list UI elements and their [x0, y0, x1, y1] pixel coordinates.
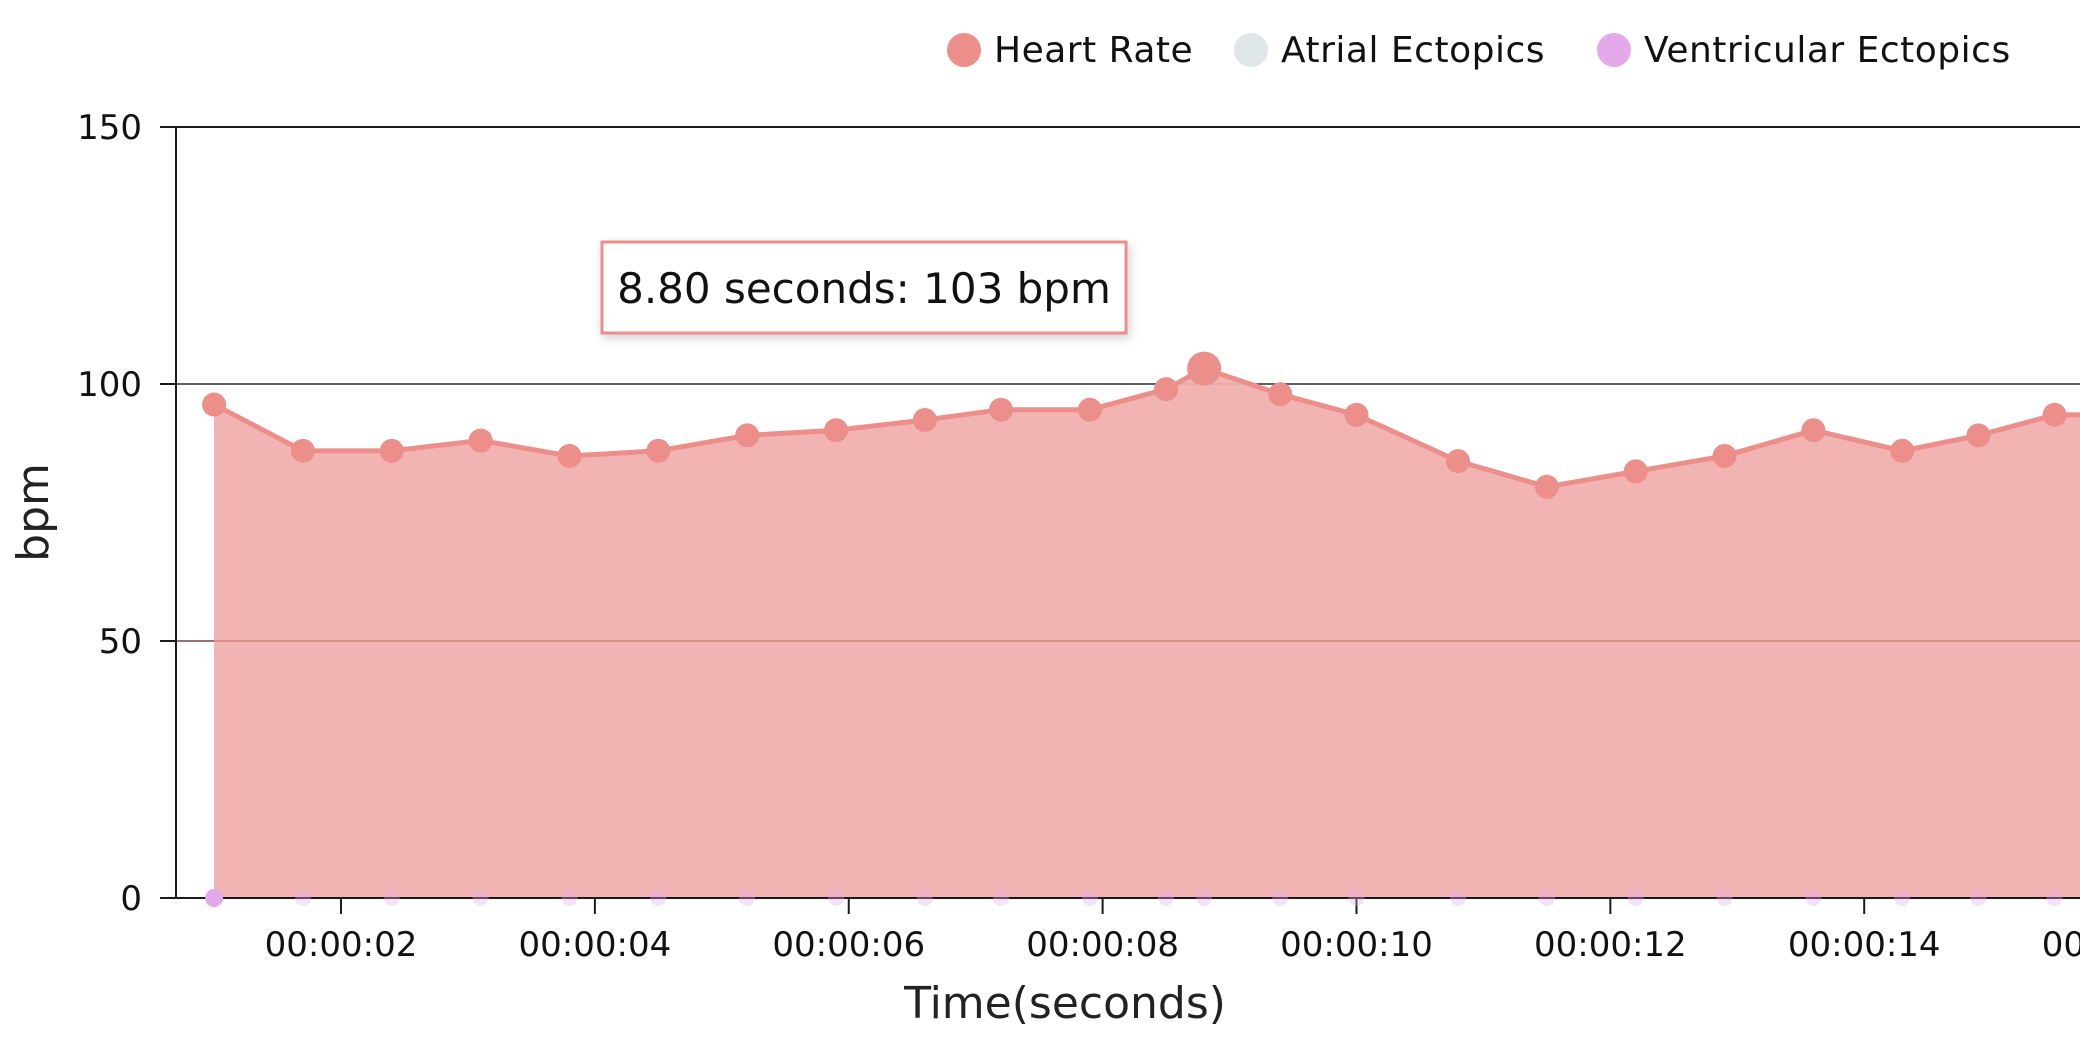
- heart-rate-point: [646, 438, 671, 463]
- x-tick-label: 00:00:14: [1788, 925, 1941, 965]
- heart-rate-point: [557, 443, 582, 468]
- heart-rate-point: [1446, 449, 1471, 474]
- ventricular-ectopics-point: [1805, 890, 1822, 906]
- heart-rate-point: [912, 407, 937, 432]
- ventricular-ectopics-point: [1716, 890, 1733, 906]
- ventricular-ectopics-point: [1081, 890, 1098, 906]
- heart-rate-point: [379, 438, 404, 463]
- y-tick-label: 100: [77, 365, 142, 405]
- legend-marker-heart-rate: [947, 33, 981, 67]
- axes-layer: [160, 126, 2080, 914]
- x-tick-label: 00:00:08: [1026, 925, 1179, 965]
- heart-rate-point: [1268, 382, 1293, 407]
- ventricular-ectopics-point: [1894, 890, 1911, 906]
- x-tick-label: 00:00:10: [1280, 925, 1433, 965]
- heart-rate-point: [2042, 402, 2067, 427]
- legend: Heart Rate Atrial Ectopics Ventricular Ect…: [947, 30, 2011, 71]
- ventricular-ectopics-point: [1196, 890, 1213, 906]
- heart-rate-point: [1534, 474, 1559, 499]
- area-layer: [176, 366, 2080, 898]
- heart-rate-point: [1344, 402, 1369, 427]
- y-tick-label: 0: [120, 879, 142, 919]
- heart-rate-point: [1077, 397, 1102, 422]
- ventricular-ectopics-point: [1450, 890, 1467, 906]
- ventricular-ectopics-point: [916, 890, 933, 906]
- heart-rate-point-active: [1187, 351, 1222, 386]
- ventricular-ectopics-point: [1627, 890, 1644, 906]
- ventricular-ectopics-point: [650, 890, 667, 906]
- labels-layer: 0 50 100 150 00:00:02 00:00:04 00:00:06 00:00:0…: [8, 108, 2080, 1029]
- y-tick-label: 50: [99, 622, 142, 662]
- tooltip-layer: 8.80 seconds: 103 bpm: [600, 240, 1128, 335]
- tooltip-text: 8.80 seconds: 103 bpm: [617, 264, 1111, 313]
- ventricular-ectopics-point: [561, 890, 578, 906]
- tooltip-box: [600, 240, 1128, 335]
- ventricular-ectopics-point: [1970, 890, 1987, 906]
- heart-rate-point: [202, 392, 227, 417]
- ventricular-ectopics-point: [294, 890, 311, 906]
- points-layer: [202, 351, 2067, 907]
- x-axis-title: Time(seconds): [903, 978, 1226, 1029]
- ventricular-ectopics-point: [993, 890, 1010, 906]
- legend-marker-ventricular-ectopics: [1597, 33, 1631, 67]
- ventricular-ectopics-point: [205, 889, 224, 907]
- legend-label: Heart Rate: [994, 30, 1193, 71]
- ventricular-ectopics-point: [383, 890, 400, 906]
- heart-rate-point: [1966, 423, 1991, 448]
- ventricular-ectopics-point: [1272, 890, 1289, 906]
- heart-rate-point: [290, 438, 315, 463]
- x-tick-label: 00:00:06: [772, 925, 925, 965]
- ventricular-ectopics-point: [828, 890, 845, 906]
- heart-rate-point: [735, 423, 760, 448]
- x-tick-label: 00:00:16: [2042, 925, 2080, 965]
- heart-rate-point: [824, 418, 849, 443]
- x-tick-label: 00:00:04: [519, 925, 672, 965]
- ventricular-ectopics-point: [1348, 890, 1365, 906]
- heart-rate-point: [1154, 377, 1179, 402]
- heart-rate-point: [468, 428, 493, 453]
- heart-rate-line: [212, 366, 2080, 490]
- heart-rate-area: [214, 368, 2080, 898]
- y-axis-title: bpm: [8, 463, 59, 562]
- ventricular-ectopics-point: [739, 890, 756, 906]
- x-tick-label: 00:00:02: [265, 925, 418, 965]
- legend-marker-atrial-ectopics: [1234, 33, 1268, 67]
- heart-rate-point: [1890, 438, 1915, 463]
- ventricular-ectopics-point: [1158, 890, 1175, 906]
- ventricular-ectopics-point: [2046, 890, 2063, 906]
- x-tick-label: 00:00:12: [1534, 925, 1687, 965]
- heart-rate-point: [1712, 443, 1737, 468]
- y-tick-label: 150: [77, 108, 142, 148]
- heart-rate-point: [1801, 418, 1826, 443]
- ventricular-ectopics-point: [472, 890, 489, 906]
- legend-label: Ventricular Ectopics: [1644, 30, 2011, 71]
- heart-rate-point: [1623, 459, 1648, 484]
- ventricular-ectopics-point: [1538, 890, 1555, 906]
- heart-rate-point: [989, 397, 1014, 422]
- legend-label: Atrial Ectopics: [1281, 30, 1545, 71]
